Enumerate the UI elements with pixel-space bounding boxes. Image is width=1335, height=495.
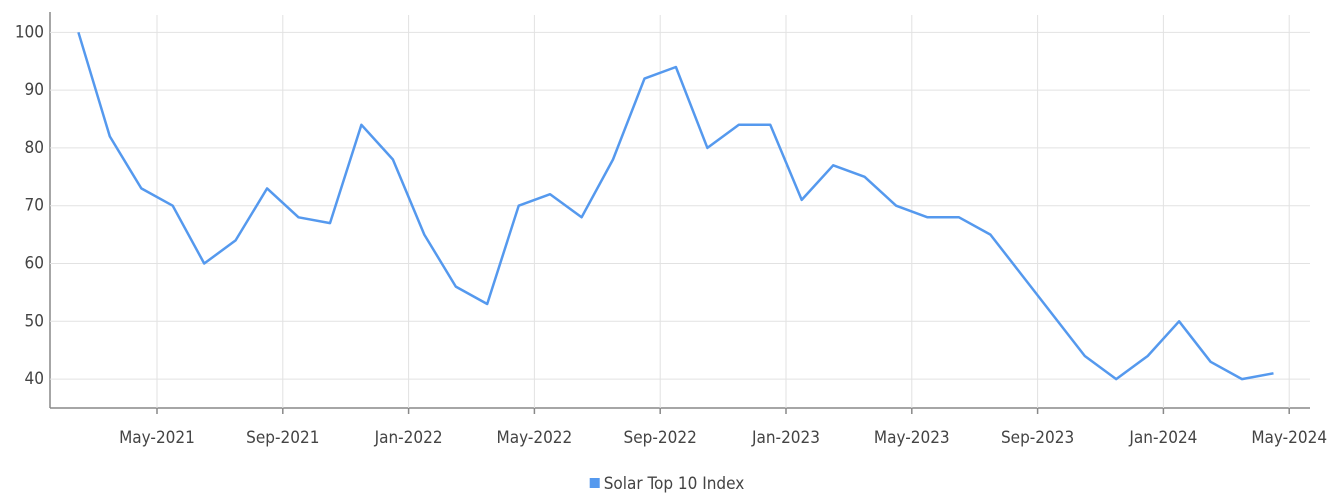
legend-label: Solar Top 10 Index bbox=[604, 474, 745, 494]
x-tick-label: May-2021 bbox=[119, 428, 195, 448]
y-tick-label: 60 bbox=[25, 254, 44, 274]
y-tick-label: 90 bbox=[25, 80, 44, 100]
y-tick-label: 70 bbox=[25, 196, 44, 216]
y-tick-label: 40 bbox=[25, 369, 44, 389]
x-tick-label: Sep-2022 bbox=[624, 428, 697, 448]
x-tick-label: Jan-2023 bbox=[751, 428, 820, 448]
y-tick-label: 50 bbox=[25, 311, 44, 331]
x-tick-label: May-2023 bbox=[874, 428, 950, 448]
legend-swatch bbox=[589, 478, 600, 488]
x-tick-label: May-2022 bbox=[497, 428, 573, 448]
x-tick-label: Jan-2024 bbox=[1128, 428, 1197, 448]
x-tick-label: Sep-2021 bbox=[246, 428, 319, 448]
y-tick-label: 100 bbox=[15, 22, 44, 42]
x-tick-label: Jan-2022 bbox=[374, 428, 443, 448]
y-tick-label: 80 bbox=[25, 138, 44, 158]
x-tick-label: Sep-2023 bbox=[1001, 428, 1074, 448]
line bbox=[77, 31, 1274, 381]
x-tick-label: May-2024 bbox=[1251, 428, 1327, 448]
